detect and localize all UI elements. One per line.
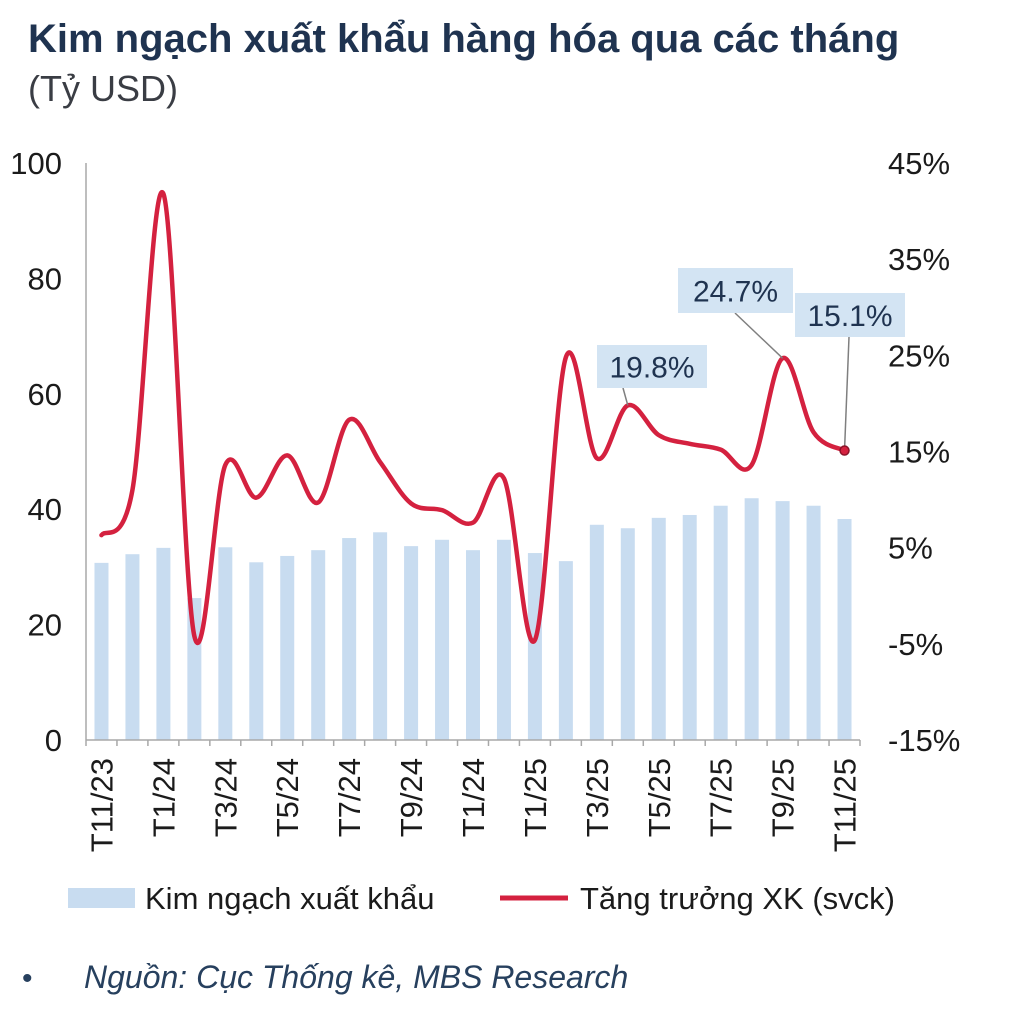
x-tick-label: T1/24 bbox=[456, 758, 491, 837]
x-tick-label: T1/25 bbox=[518, 758, 553, 837]
x-tick-label: T5/24 bbox=[270, 758, 305, 837]
growth-annotation: 24.7% bbox=[678, 268, 793, 359]
export-bar bbox=[682, 514, 697, 740]
x-tick-label: T11/23 bbox=[84, 758, 119, 852]
export-bar bbox=[806, 505, 821, 740]
export-bar bbox=[280, 555, 295, 740]
annotation-box bbox=[597, 345, 707, 388]
chart-unit-subtitle: (Tỷ USD) bbox=[28, 68, 178, 109]
x-tick-label: T7/25 bbox=[704, 758, 739, 837]
annotation-leader-line bbox=[622, 387, 629, 406]
growth-annotation: 15.1% bbox=[795, 293, 905, 451]
y-right-tick-label: 15% bbox=[888, 435, 950, 470]
growth-markers bbox=[839, 445, 850, 456]
annotation-box bbox=[795, 293, 905, 337]
x-tick-label: T9/25 bbox=[766, 758, 801, 837]
x-tick-labels: T11/23 T1/24 T3/24 T5/24 T7/24 T9/24 T1/24 T1/2… bbox=[84, 758, 862, 852]
x-tick-label: T3/25 bbox=[580, 758, 615, 837]
annotation-leader-line bbox=[843, 336, 850, 451]
growth-line bbox=[99, 189, 847, 646]
x-tick-label: T5/25 bbox=[642, 758, 677, 837]
export-bar bbox=[156, 547, 171, 740]
annotation-box bbox=[678, 268, 793, 313]
legend-line-label: Tăng trưởng XK (svck) bbox=[580, 881, 895, 916]
export-bar bbox=[651, 517, 666, 740]
y-left-tick-label: 100 bbox=[10, 146, 62, 181]
export-bar bbox=[373, 532, 388, 740]
export-bar bbox=[404, 546, 419, 740]
export-bar bbox=[527, 553, 542, 740]
y-left-tick-label: 0 bbox=[45, 723, 62, 758]
annotation-label: 19.8% bbox=[609, 352, 694, 385]
export-bar bbox=[249, 562, 264, 740]
y-left-tick-label: 40 bbox=[28, 492, 62, 527]
export-bar bbox=[496, 539, 511, 740]
x-tick-label: T7/24 bbox=[332, 758, 367, 837]
export-bar bbox=[435, 539, 450, 740]
legend: Kim ngạch xuất khẩu Tăng trưởng XK (svck… bbox=[68, 881, 895, 916]
export-bar bbox=[775, 501, 790, 740]
export-bar bbox=[218, 547, 233, 740]
y-left-tick-label: 20 bbox=[28, 608, 62, 643]
x-axis-ticks bbox=[85, 740, 861, 746]
export-bar bbox=[311, 550, 326, 740]
export-bar bbox=[589, 524, 604, 740]
x-tick-label: T11/25 bbox=[828, 758, 863, 852]
source-text: Nguồn: Cục Thống kê, MBS Research bbox=[84, 959, 628, 995]
export-bar bbox=[713, 505, 728, 740]
legend-bar-swatch bbox=[68, 888, 135, 908]
export-bar bbox=[837, 519, 852, 740]
export-bar bbox=[94, 562, 109, 740]
annotation-label: 24.7% bbox=[693, 276, 778, 309]
growth-annotations: 19.8% 24.7% 15.1% bbox=[597, 268, 905, 451]
x-tick-label: T9/24 bbox=[394, 758, 429, 837]
export-bar bbox=[342, 538, 357, 740]
chart-title: Kim ngạch xuất khẩu hàng hóa qua các thá… bbox=[28, 17, 899, 61]
y-left-tick-label: 60 bbox=[28, 377, 62, 412]
y-right-tick-labels: -15% -5% 5% 15% 25% 35% 45% bbox=[888, 146, 960, 758]
export-bar-series bbox=[94, 498, 852, 740]
annotation-leader-line bbox=[734, 312, 784, 359]
export-bar bbox=[125, 554, 140, 740]
export-bar bbox=[466, 550, 480, 740]
y-right-tick-label: -15% bbox=[888, 723, 960, 758]
y-right-tick-label: 25% bbox=[888, 338, 950, 373]
y-right-tick-label: -5% bbox=[888, 627, 943, 662]
x-tick-label: T1/24 bbox=[146, 758, 181, 837]
y-right-tick-label: 35% bbox=[888, 242, 950, 277]
growth-annotation: 19.8% bbox=[597, 345, 707, 406]
x-tick-label: T3/24 bbox=[208, 758, 243, 837]
y-right-tick-label: 5% bbox=[888, 531, 933, 566]
axes bbox=[85, 163, 860, 741]
y-left-tick-labels: 0 20 40 60 80 100 bbox=[10, 146, 62, 758]
export-bar bbox=[187, 598, 202, 740]
annotation-label: 15.1% bbox=[807, 300, 892, 333]
export-bar bbox=[558, 561, 573, 740]
y-left-tick-label: 80 bbox=[28, 261, 62, 296]
export-bar bbox=[620, 528, 635, 740]
y-right-tick-label: 45% bbox=[888, 146, 950, 181]
source-bullet: • bbox=[22, 962, 33, 995]
growth-end-marker bbox=[839, 445, 850, 456]
export-bar bbox=[744, 498, 759, 740]
legend-bar-label: Kim ngạch xuất khẩu bbox=[145, 881, 435, 916]
